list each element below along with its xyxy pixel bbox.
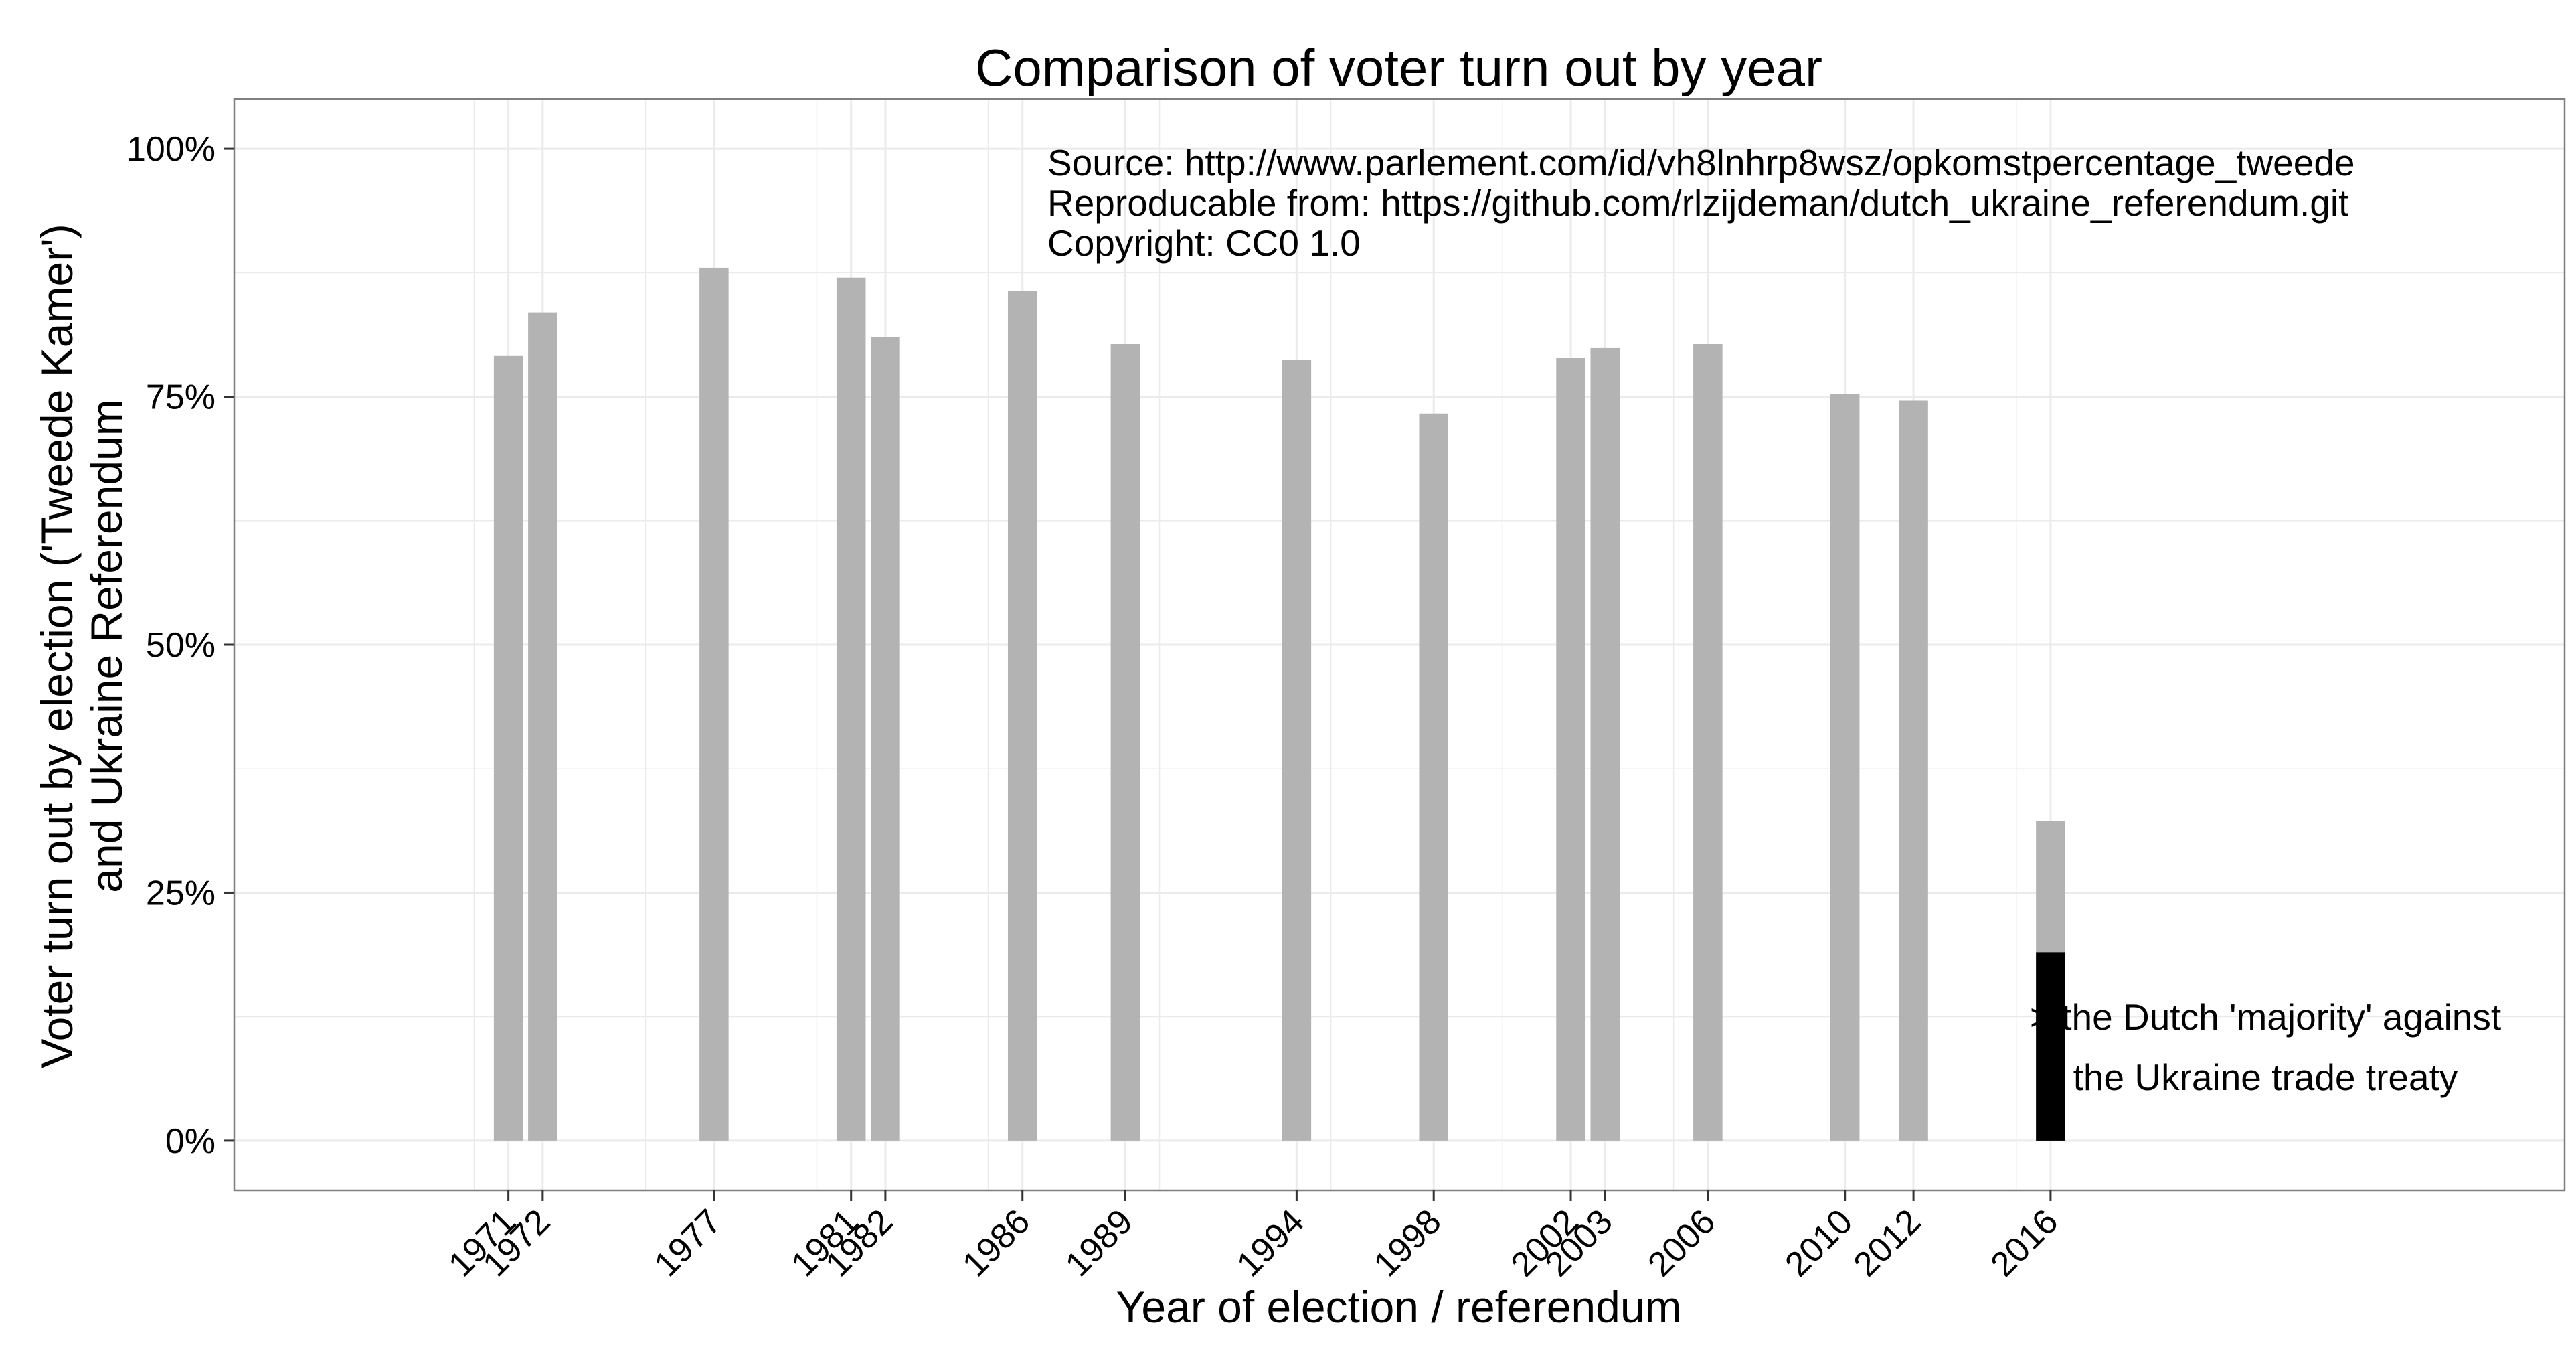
bar-1989 [1110,344,1140,1141]
bar-2002 [1556,358,1585,1141]
bar-1994 [1282,360,1312,1141]
bar-1998 [1419,413,1448,1141]
annotation-note: > the Dutch 'majority' against the Ukrain… [2030,996,2501,1098]
source-note: Source: http://www.parlement.com/id/vh8l… [1047,142,2355,264]
y-axis-title: Voter turn out by election ('Tweede Kame… [32,224,131,1068]
y-axis-title-line: Voter turn out by election ('Tweede Kame… [32,224,82,1068]
bar-1972 [528,312,557,1141]
y-axis: 0% 25% 50% 75% 100% [126,130,234,1161]
bar-1971 [493,355,523,1141]
chart-title: Comparison of voter turn out by year [975,38,1822,97]
source-line: Reproducable from: https://github.com/rl… [1047,182,2348,224]
y-axis-title-line: and Ukraine Referendum [82,399,131,892]
bar-1981 [836,277,866,1141]
bars-layer [493,267,2065,1141]
bar-2006 [1693,344,1723,1141]
annotation-line: the Ukraine trade treaty [2073,1056,2458,1098]
bar-1982 [871,337,900,1141]
bar-2010 [1830,394,1860,1141]
bar-1986 [1007,290,1037,1141]
source-line: Source: http://www.parlement.com/id/vh8l… [1047,142,2355,183]
y-tick-label: 50% [146,626,216,665]
y-tick-label: 75% [146,378,216,417]
source-line: Copyright: CC0 1.0 [1047,222,1361,264]
x-axis-title: Year of election / referendum [1116,1282,1681,1332]
y-tick-label: 0% [165,1122,216,1161]
y-tick-label: 25% [146,874,216,913]
annotation-line: > the Dutch 'majority' against [2030,996,2501,1038]
bar-2012 [1899,400,1928,1141]
bar-1977 [699,267,729,1141]
y-tick-label: 100% [126,130,216,169]
bar-highlight-against [2036,952,2065,1141]
bar-2003 [1590,347,1620,1141]
